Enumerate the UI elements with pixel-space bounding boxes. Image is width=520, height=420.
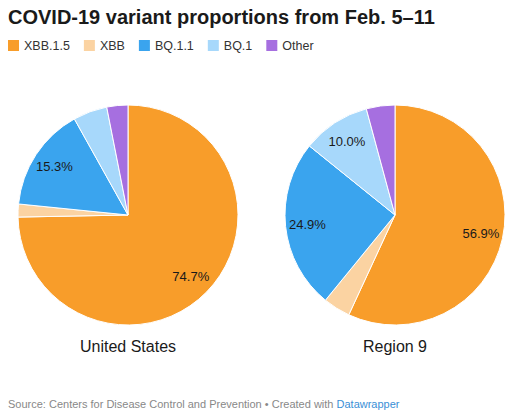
source-note: Source: Centers for Disease Control and … — [8, 398, 400, 410]
source-link[interactable]: Datawrapper — [337, 398, 400, 410]
legend-swatch — [84, 40, 95, 51]
legend-label: BQ.1 — [224, 39, 253, 53]
legend-swatch — [266, 40, 277, 51]
legend-label: XBB — [100, 39, 125, 53]
legend-swatch — [208, 40, 219, 51]
legend: XBB.1.5 XBB BQ.1.1 BQ.1 Other — [8, 39, 314, 53]
pie-slice — [366, 105, 395, 215]
pie-title: United States — [80, 338, 176, 355]
pie-slice — [107, 105, 128, 215]
pie: 56.9% 24.9% 10.0% — [285, 105, 505, 325]
legend-swatch — [139, 40, 150, 51]
chart: COVID-19 variant proportions from Feb. 5… — [0, 0, 520, 420]
source-text: Source: Centers for Disease Control and … — [8, 398, 337, 410]
title: COVID-19 variant proportions from Feb. 5… — [8, 6, 435, 28]
pie-slice — [18, 105, 238, 325]
data-label: 24.9% — [289, 217, 326, 232]
data-label: 56.9% — [463, 226, 500, 241]
legend-label: Other — [282, 39, 313, 53]
legend-label: XBB.1.5 — [24, 39, 70, 53]
pie-title: Region 9 — [363, 338, 427, 355]
data-label: 15.3% — [36, 159, 73, 174]
data-label: 10.0% — [328, 134, 365, 149]
legend-label: BQ.1.1 — [155, 39, 194, 53]
pie: 74.7% 15.3% — [18, 105, 238, 325]
legend-swatch — [8, 40, 19, 51]
data-label: 74.7% — [172, 269, 209, 284]
